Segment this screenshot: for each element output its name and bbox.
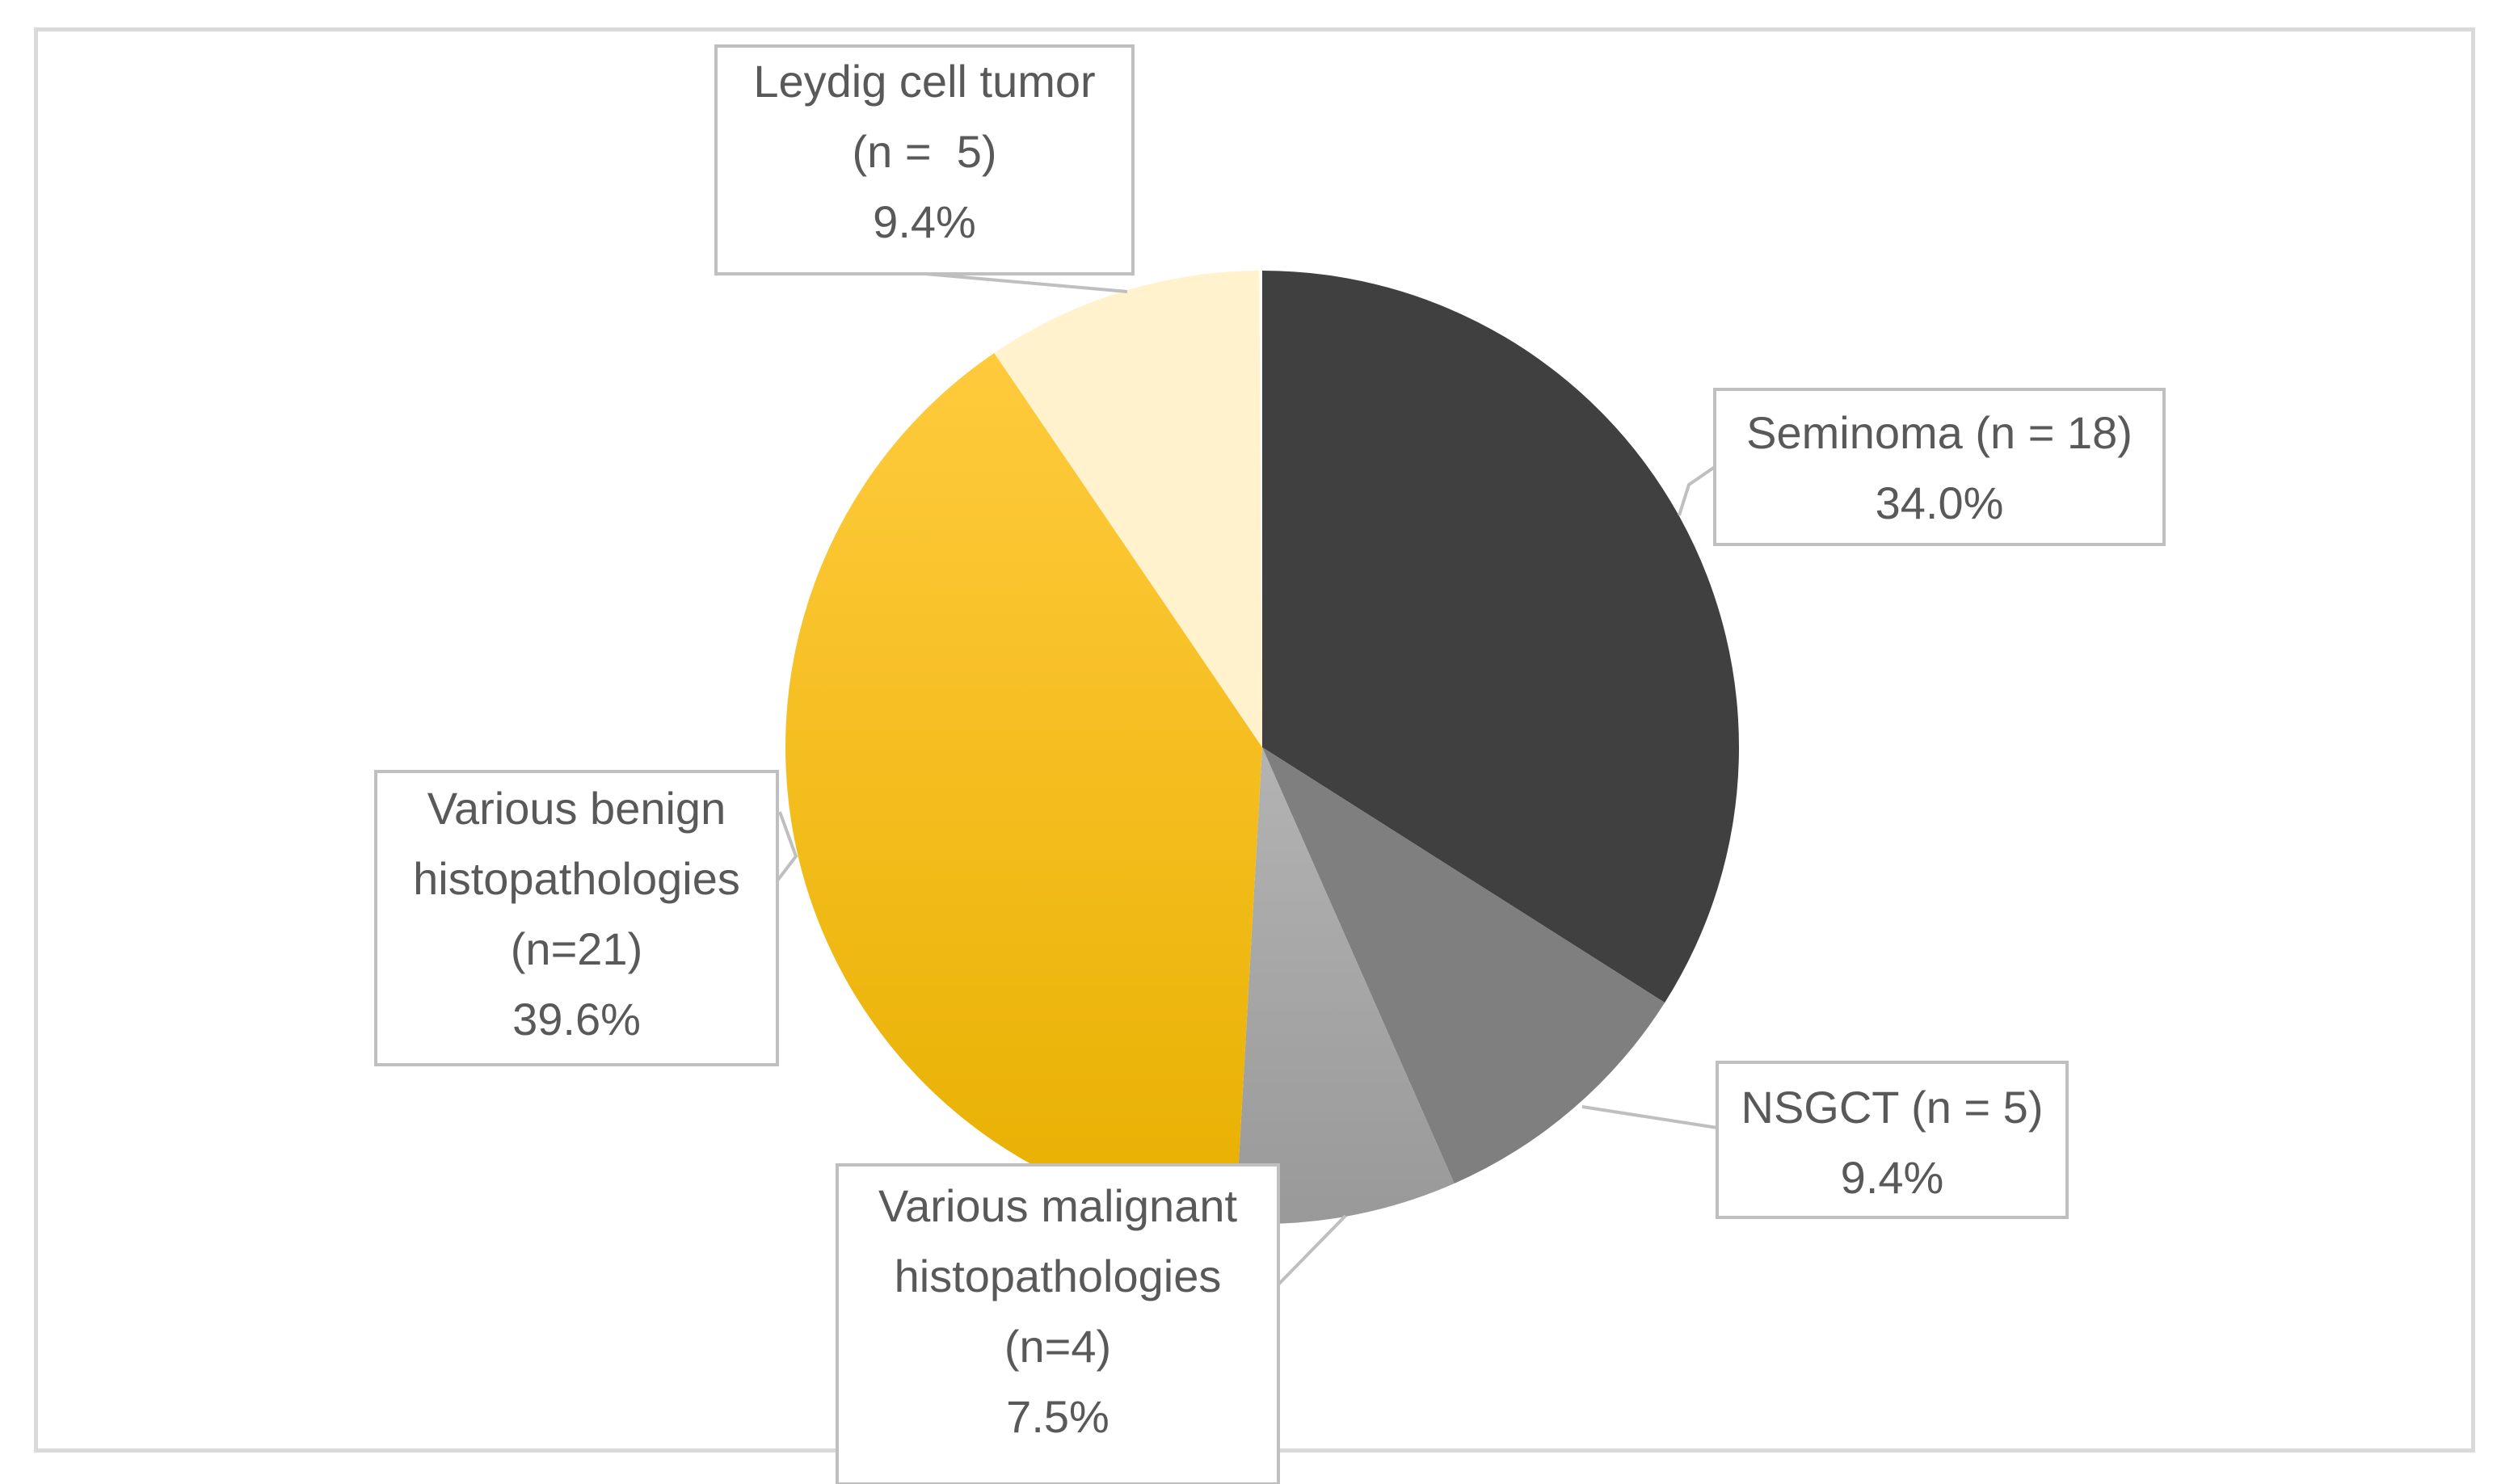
slice-label-line: (n = 5)	[853, 126, 997, 177]
callout-box	[1713, 388, 2166, 546]
slice-label-line: 9.4%	[873, 196, 976, 247]
callout-box	[836, 1163, 1280, 1484]
pie-slice-leydig-cell-tumor	[994, 271, 1262, 747]
slice-label-line: Seminoma (n = 18)	[1746, 407, 2133, 458]
slice-label-line: (n=4)	[1004, 1321, 1111, 1372]
slice-label: NSGCT (n = 5) 9.4%	[1716, 1061, 2069, 1219]
leader-line	[924, 272, 1128, 293]
slice-label-line: histopathologies	[895, 1251, 1222, 1301]
slice-label: Various benign histopathologies (n=21) 39.6…	[374, 770, 779, 1066]
slice-label: Seminoma (n = 18) 34.0%	[1713, 388, 2166, 546]
slice-label-line: 9.4%	[1841, 1152, 1944, 1203]
pie-slice-nsgct	[1262, 747, 1665, 1183]
slice-label-line: 39.6%	[512, 994, 641, 1045]
pie-slices	[785, 271, 1739, 1225]
slice-labels: Seminoma (n = 18) 34.0% NSGCT (n = 5) 9.4% V…	[374, 44, 2166, 1484]
leader-line	[1277, 1214, 1347, 1286]
pie-slice-various-malignant-histopathologies	[1235, 747, 1455, 1225]
pie-slice-various-benign-histopathologies	[785, 353, 1262, 1224]
slice-label-line: NSGCT (n = 5)	[1741, 1082, 2044, 1133]
leader-lines	[776, 272, 1718, 1286]
leader-line	[1678, 465, 1716, 516]
slice-label-line: Various malignant	[878, 1180, 1238, 1231]
slice-label-line: (n=21)	[511, 923, 642, 974]
slice-label: Leydig cell tumor (n = 5) 9.4%	[714, 44, 1135, 275]
leader-line	[1581, 1105, 1718, 1129]
slice-label-line: 34.0%	[1876, 477, 2004, 528]
leader-line	[776, 811, 798, 882]
pie-slice-seminoma	[1262, 271, 1739, 1003]
slice-label-line: 7.5%	[1006, 1391, 1109, 1442]
callout-box	[374, 770, 779, 1066]
slice-label-line: Leydig cell tumor	[753, 56, 1095, 107]
callout-box	[1716, 1061, 2069, 1219]
slice-label-line: histopathologies	[413, 853, 740, 904]
slice-label: Various malignant histopathologies (n=4) 7.…	[836, 1163, 1280, 1484]
slice-label-line: Various benign	[427, 783, 726, 834]
callout-box	[714, 44, 1135, 275]
